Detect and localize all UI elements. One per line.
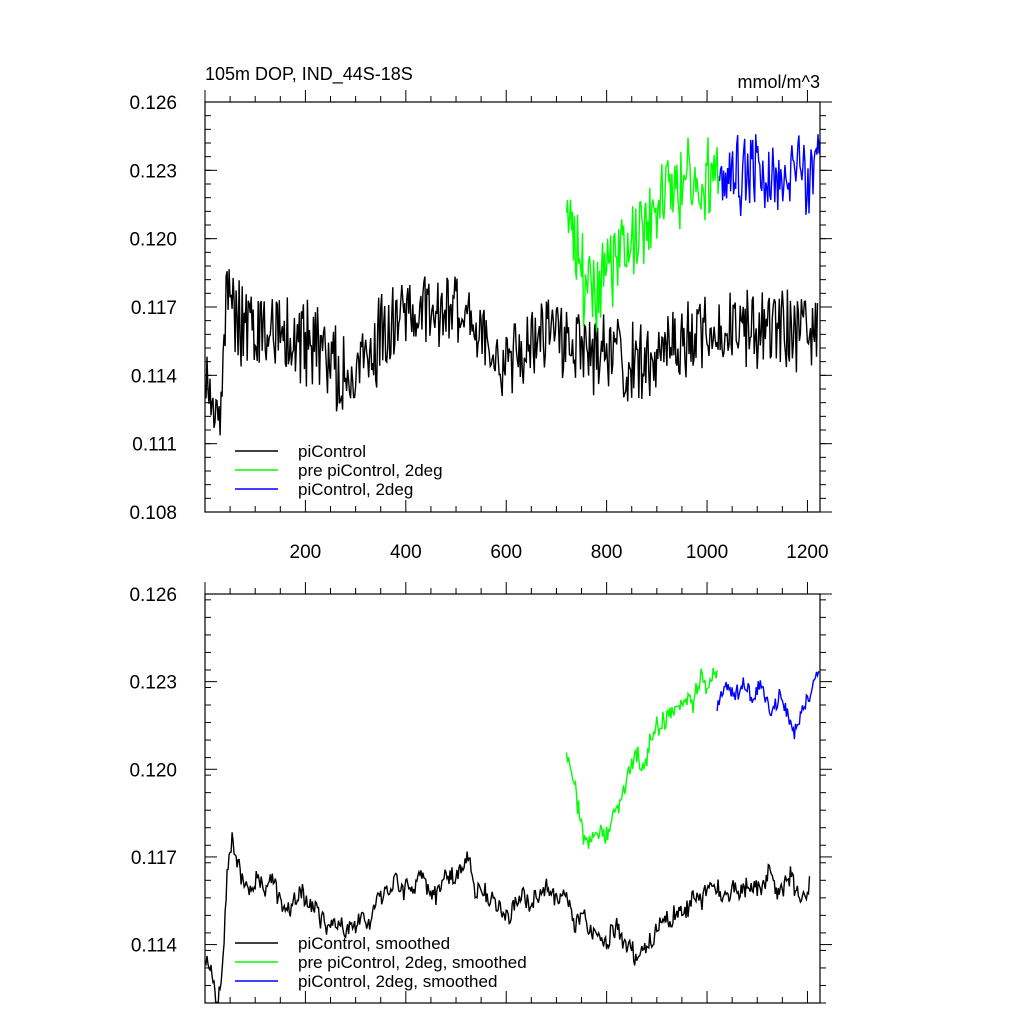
series-line xyxy=(565,137,720,332)
y-tick-label: 0.108 xyxy=(129,503,177,524)
legend-label: piControl xyxy=(298,442,366,461)
legend-label: piControl, 2deg xyxy=(298,480,413,499)
series-group xyxy=(205,134,820,436)
legend-label: pre piControl, 2deg, smoothed xyxy=(298,953,527,972)
y-tick-label: 0.117 xyxy=(131,298,177,319)
units-label: mmol/m^3 xyxy=(738,72,820,92)
x-tick-label: 1000 xyxy=(686,542,728,563)
y-tick-label: 0.117 xyxy=(131,848,177,869)
series-group xyxy=(205,667,820,1003)
chart-title: 105m DOP, IND_44S-18S xyxy=(205,64,413,85)
y-tick-label: 0.114 xyxy=(131,366,178,387)
x-tick-label: 1200 xyxy=(786,542,828,563)
x-tick-label: 400 xyxy=(390,542,422,563)
y-tick-label: 0.114 xyxy=(131,936,178,957)
series-line xyxy=(565,667,718,849)
y-tick-label: 0.120 xyxy=(129,230,177,251)
series-line xyxy=(718,134,820,217)
x-tick-label: 200 xyxy=(290,542,322,563)
plot-frame xyxy=(204,593,821,1004)
y-tick-label: 0.111 xyxy=(132,435,177,456)
y-tick-label: 0.126 xyxy=(129,93,177,114)
y-tick-label: 0.126 xyxy=(129,585,177,606)
top-panel: 0.126 0.123 0.120 0.117 0.114 0.111 0.108 200 40… xyxy=(129,64,832,563)
bottom-panel: 0.126 0.123 0.120 0.117 0.114 piControl, smoo… xyxy=(129,582,832,1004)
y-tick-label: 0.123 xyxy=(129,161,177,182)
legend-label: pre piControl, 2deg xyxy=(298,461,443,480)
legend-label: piControl, smoothed xyxy=(298,934,450,953)
series-line xyxy=(205,269,819,436)
y-tick-label: 0.123 xyxy=(129,673,177,694)
series-line xyxy=(205,832,811,1003)
series-line xyxy=(716,671,820,740)
x-tick-label: 600 xyxy=(490,542,522,563)
y-tick-label: 0.120 xyxy=(129,760,177,781)
x-tick-label: 800 xyxy=(591,542,623,563)
legend-label: piControl, 2deg, smoothed xyxy=(298,972,497,991)
